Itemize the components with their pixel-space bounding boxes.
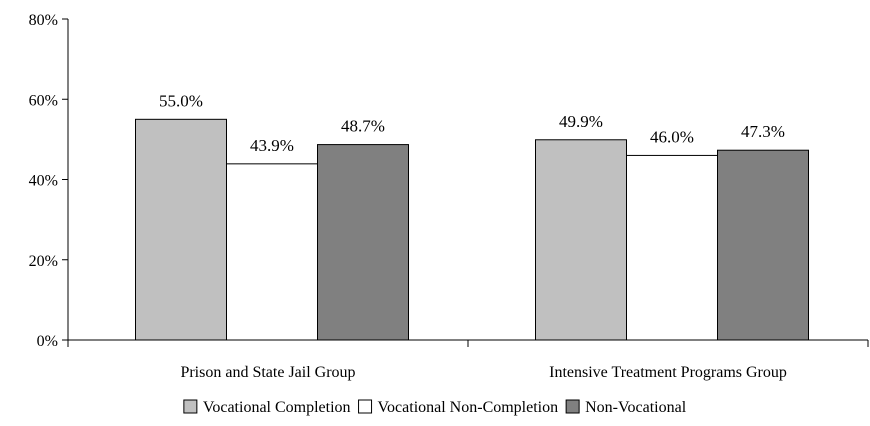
legend-label: Non-Vocational <box>585 399 687 416</box>
legend-swatch <box>358 399 373 414</box>
bar <box>626 154 718 341</box>
bar <box>535 139 627 341</box>
data-label: 49.9% <box>559 112 603 131</box>
legend-swatch <box>183 399 198 414</box>
bars: 55.0% 43.9% 48.7% 49.9% 46.0% 47.3% <box>135 91 809 341</box>
bar <box>317 144 409 341</box>
y-tick-label: 0% <box>37 333 58 350</box>
x-category-label: Intensive Treatment Programs Group <box>549 364 787 381</box>
y-tick-label: 60% <box>29 92 58 109</box>
bar <box>226 163 318 341</box>
legend: Vocational Completion Vocational Non-Comp… <box>183 399 687 416</box>
data-label: 43.9% <box>250 136 294 155</box>
data-label: 46.0% <box>650 127 694 146</box>
data-label: 47.3% <box>741 122 785 141</box>
y-tick-label: 80% <box>29 12 58 29</box>
legend-label: Vocational Completion <box>203 399 351 416</box>
legend-swatch <box>565 399 580 414</box>
x-category-label: Prison and State Jail Group <box>180 364 355 381</box>
data-label: 55.0% <box>159 91 203 110</box>
y-tick-label: 20% <box>29 253 58 270</box>
legend-label: Vocational Non-Completion <box>378 399 559 416</box>
bar <box>135 118 227 341</box>
bar <box>717 149 809 341</box>
y-tick-label: 40% <box>29 173 58 190</box>
data-label: 48.7% <box>341 117 385 136</box>
